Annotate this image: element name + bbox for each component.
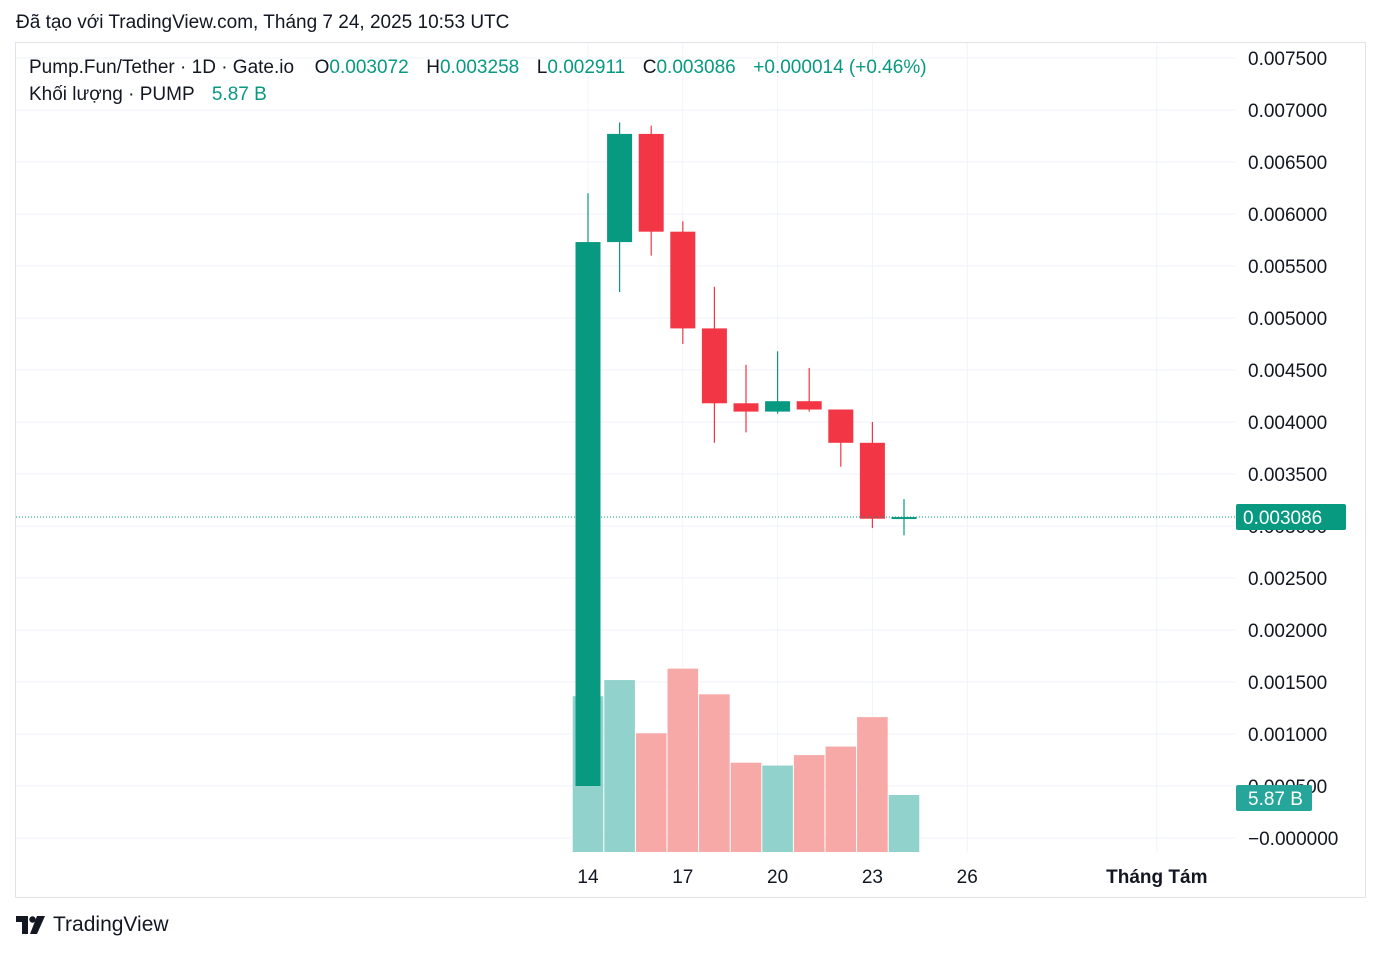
price-tick-label: 0.001000 bbox=[1248, 725, 1327, 746]
price-tick-label: 0.006000 bbox=[1248, 205, 1327, 226]
volume-badge-label: 5.87 B bbox=[1248, 789, 1303, 810]
time-tick-label: 14 bbox=[577, 867, 599, 888]
candle-body bbox=[638, 133, 664, 232]
price-tick-label: 0.005500 bbox=[1248, 257, 1327, 278]
volume-bar bbox=[667, 668, 699, 852]
volume-bar bbox=[730, 762, 762, 852]
volume-bar bbox=[604, 680, 635, 852]
candle-body bbox=[796, 401, 822, 410]
price-tick-label: 0.003500 bbox=[1248, 465, 1327, 486]
volume-bar bbox=[699, 694, 730, 852]
candle-body bbox=[701, 328, 727, 404]
price-tick-label: 0.002000 bbox=[1248, 621, 1327, 642]
price-tick-label: 0.007500 bbox=[1248, 49, 1327, 70]
price-tick-label: 0.002500 bbox=[1248, 569, 1327, 590]
last-price-badge bbox=[1236, 504, 1346, 531]
ohlc-legend: Pump.Fun/Tether · 1D · Gate.io O0.003072… bbox=[29, 57, 927, 79]
high-label: H bbox=[426, 57, 440, 78]
snapshot-caption: Đã tạo với TradingView.com, Tháng 7 24, … bbox=[16, 12, 510, 33]
volume-bar bbox=[762, 765, 793, 852]
volume-bar bbox=[857, 717, 888, 852]
close-label: C bbox=[642, 57, 657, 78]
volume-value: 5.87 B bbox=[211, 84, 267, 105]
symbol-label: Pump.Fun/Tether · 1D · Gate.io bbox=[29, 57, 295, 78]
volume-bar bbox=[793, 755, 825, 852]
candle-body bbox=[891, 517, 917, 520]
candle-body bbox=[828, 409, 854, 443]
volume-bar bbox=[888, 795, 920, 852]
time-tick-label: 23 bbox=[862, 867, 883, 888]
candle-body bbox=[733, 403, 759, 412]
low-label: L bbox=[536, 57, 548, 78]
price-tick-label: 0.004500 bbox=[1248, 361, 1327, 382]
open-label: O bbox=[314, 57, 330, 78]
chart-frame bbox=[15, 42, 1366, 898]
time-tick-label: 17 bbox=[672, 867, 693, 888]
price-tick-label: 0.001500 bbox=[1248, 673, 1327, 694]
price-tick-label: 0.004000 bbox=[1248, 413, 1327, 434]
time-tick-label: 20 bbox=[767, 867, 788, 888]
close-value: 0.003086 bbox=[656, 57, 736, 78]
tradingview-brand[interactable]: TradingView bbox=[16, 913, 169, 937]
candle-body bbox=[859, 442, 885, 519]
volume-legend: Khối lượng · PUMP 5.87 B bbox=[29, 84, 267, 106]
volume-bar bbox=[635, 733, 667, 852]
time-tick-label: Tháng Tám bbox=[1106, 867, 1207, 888]
open-value: 0.003072 bbox=[329, 57, 409, 78]
high-value: 0.003258 bbox=[439, 57, 520, 78]
price-tick-label: −0.000000 bbox=[1248, 829, 1338, 850]
tradingview-logo-icon bbox=[16, 916, 45, 934]
price-tick-label: 0.006500 bbox=[1248, 153, 1327, 174]
price-tick-label: 0.007000 bbox=[1248, 101, 1327, 122]
price-tick-label: 0.005000 bbox=[1248, 309, 1327, 330]
volume-label: Khối lượng · PUMP bbox=[29, 84, 195, 105]
candle-body bbox=[607, 133, 633, 243]
brand-name: TradingView bbox=[53, 913, 169, 936]
change-value: +0.000014 (+0.46%) bbox=[753, 57, 927, 78]
candle-body bbox=[575, 242, 601, 786]
volume-bar bbox=[825, 746, 857, 852]
candle-body bbox=[670, 231, 696, 329]
time-tick-label: 26 bbox=[957, 867, 978, 888]
volume-badge bbox=[1236, 785, 1312, 811]
last-price-label: 0.003086 bbox=[1243, 508, 1322, 529]
low-value: 0.002911 bbox=[547, 57, 626, 78]
candle-body bbox=[765, 401, 791, 412]
